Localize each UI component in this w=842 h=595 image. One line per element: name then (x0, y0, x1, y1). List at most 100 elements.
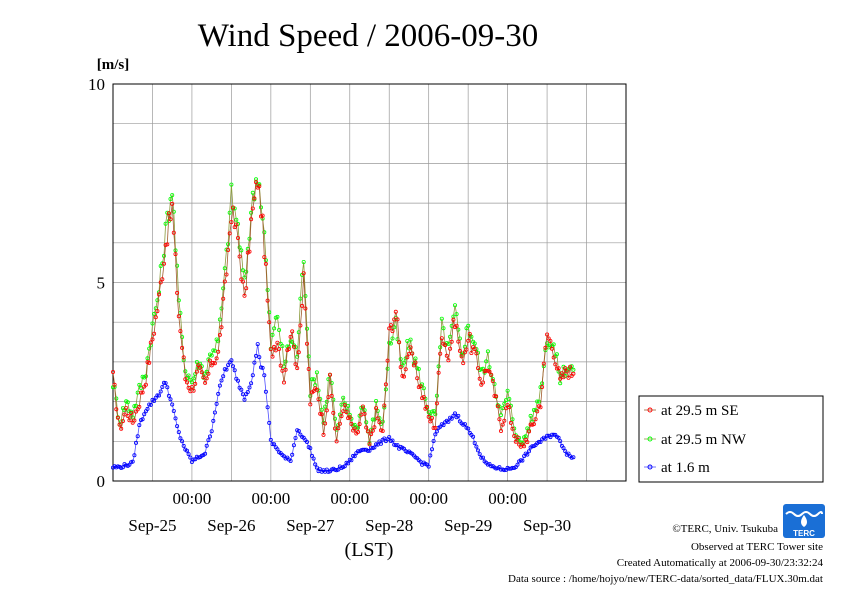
data-point (270, 332, 275, 337)
data-point (204, 443, 209, 448)
data-point (556, 435, 561, 440)
data-point (222, 266, 227, 271)
data-point (461, 361, 466, 366)
data-point (531, 422, 536, 427)
data-point (467, 331, 472, 336)
data-point (545, 341, 550, 346)
data-point (224, 367, 229, 372)
data-point (184, 448, 189, 453)
data-point (375, 416, 380, 421)
data-point (495, 404, 500, 409)
data-point (342, 464, 347, 469)
data-point (156, 292, 161, 297)
data-point (336, 467, 341, 472)
data-point (252, 196, 257, 201)
data-point (387, 326, 392, 331)
data-point (395, 317, 400, 322)
data-point (152, 398, 157, 403)
data-point (357, 422, 362, 427)
data-point (158, 389, 163, 394)
data-point (283, 359, 288, 364)
data-point (191, 457, 196, 462)
data-point (199, 370, 204, 375)
data-point (176, 430, 181, 435)
x-axis-label: (LST) (345, 539, 394, 561)
series-0 (111, 180, 576, 449)
data-point (263, 261, 268, 266)
data-point (148, 402, 153, 407)
data-point (433, 425, 438, 430)
data-point (193, 381, 198, 386)
data-point (413, 356, 418, 361)
data-point (170, 402, 175, 407)
data-point (500, 422, 505, 427)
data-point (114, 396, 119, 401)
data-point (209, 429, 214, 434)
legend-marker (647, 464, 653, 470)
data-point (267, 310, 272, 315)
data-point (249, 381, 254, 386)
data-point (273, 348, 278, 353)
data-point (122, 412, 127, 417)
data-point (234, 217, 239, 222)
x-day-tick-label: Sep-26 (207, 516, 255, 535)
data-point (522, 444, 527, 449)
data-point (377, 420, 382, 425)
legend: at 29.5 m SE at 29.5 m NW at 1.6 m (638, 395, 824, 483)
data-point (411, 363, 416, 368)
data-point (569, 364, 574, 369)
data-point (135, 434, 140, 439)
data-point (152, 331, 157, 336)
data-point (508, 420, 513, 425)
data-point (349, 458, 354, 463)
data-point (329, 380, 334, 385)
data-point (221, 374, 226, 379)
data-point (277, 327, 282, 332)
x-time-tick-label: 00:00 (173, 489, 212, 508)
data-point (535, 409, 540, 414)
logo-water-icon (785, 511, 823, 517)
data-point (147, 402, 152, 407)
data-point (347, 412, 352, 417)
logo-drop-icon (801, 515, 807, 527)
data-point (198, 365, 203, 370)
data-point (257, 184, 262, 189)
data-point (398, 365, 403, 370)
data-point (178, 436, 183, 441)
data-point (448, 346, 453, 351)
data-point (489, 372, 494, 377)
plot-frame (112, 83, 627, 482)
data-point (306, 366, 311, 371)
data-point (239, 248, 244, 253)
series-line (112, 181, 574, 448)
data-point (314, 387, 319, 392)
data-point (194, 359, 199, 364)
grid-lines (113, 84, 626, 481)
data-point (370, 417, 375, 422)
data-point (115, 464, 120, 469)
data-point (295, 366, 300, 371)
data-point (362, 447, 367, 452)
data-point (249, 217, 254, 222)
data-point (352, 454, 357, 459)
data-point (180, 439, 185, 444)
data-point (558, 381, 563, 386)
data-point (382, 403, 387, 408)
data-point (489, 464, 494, 469)
data-point (211, 418, 216, 423)
data-point (137, 382, 142, 387)
data-point (262, 373, 267, 378)
data-point (203, 380, 208, 385)
data-point (311, 377, 316, 382)
data-point (329, 393, 334, 398)
data-point (507, 405, 512, 410)
data-point (181, 355, 186, 360)
data-point (278, 363, 283, 368)
data-point (186, 373, 191, 378)
data-point (480, 380, 485, 385)
data-point (303, 293, 308, 298)
data-point (515, 435, 520, 440)
data-point (263, 389, 268, 394)
data-point (454, 323, 459, 328)
data-point (286, 346, 291, 351)
